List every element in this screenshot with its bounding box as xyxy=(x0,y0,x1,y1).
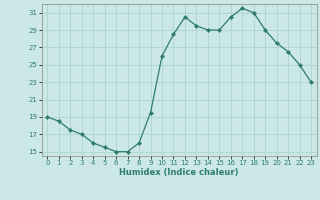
X-axis label: Humidex (Indice chaleur): Humidex (Indice chaleur) xyxy=(119,168,239,177)
